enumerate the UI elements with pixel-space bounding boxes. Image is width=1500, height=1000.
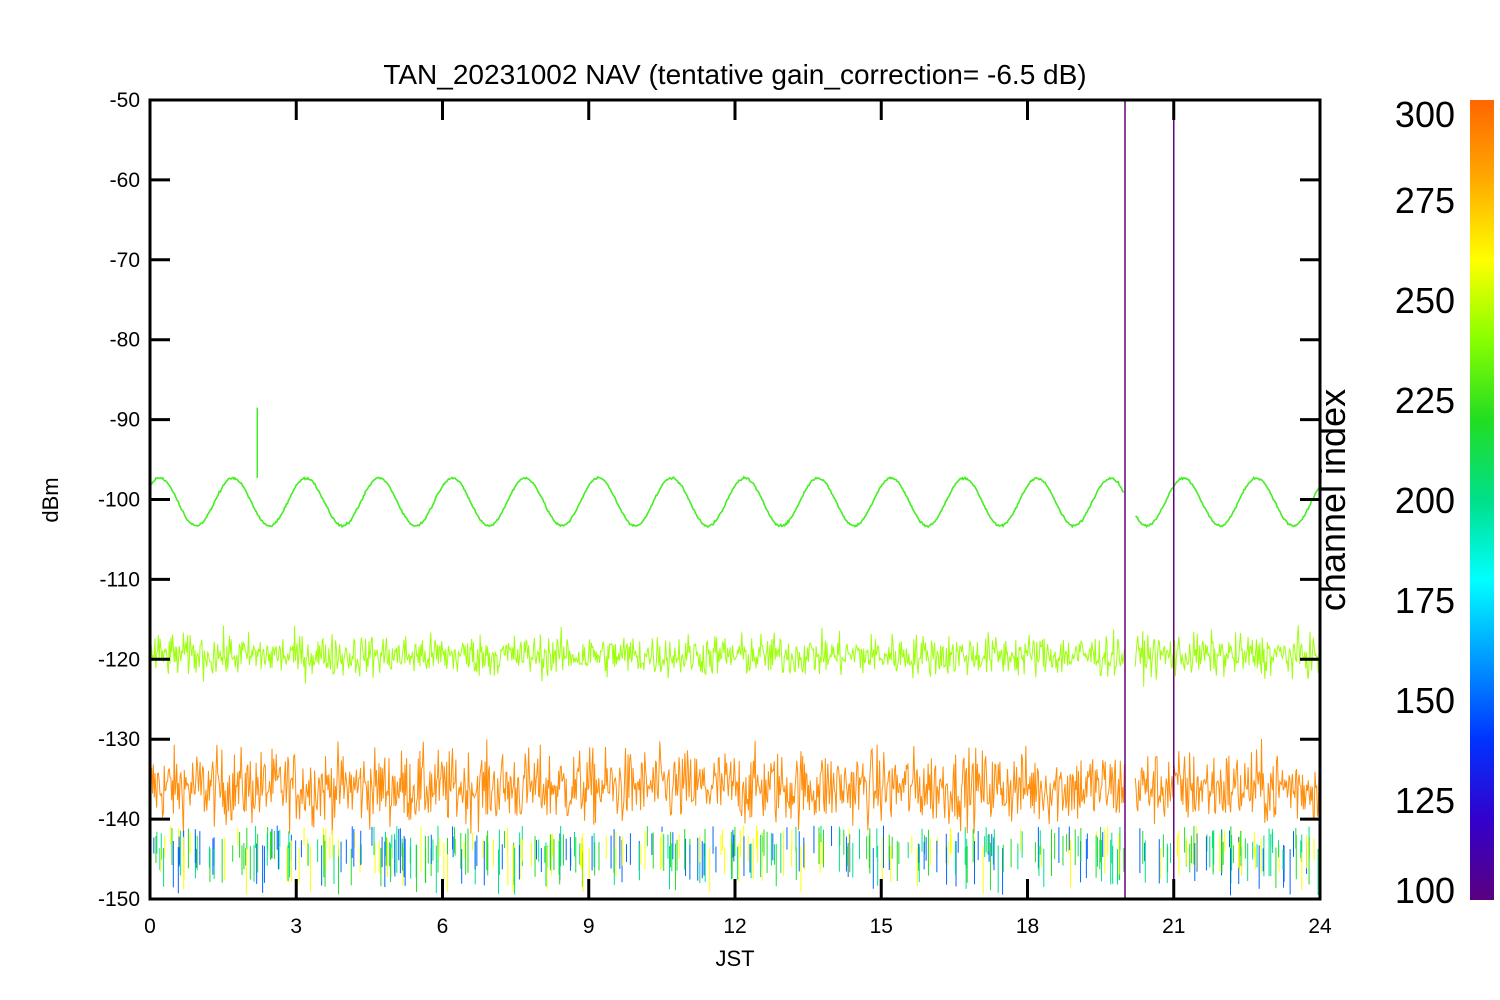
y-tick-label: -120 <box>98 648 140 671</box>
colorbar-tick-label: 175 <box>1395 580 1455 621</box>
y-tick-label: -60 <box>110 169 140 192</box>
colorbar-tick-label: 225 <box>1395 380 1455 421</box>
y-tick-label: -140 <box>98 808 140 831</box>
x-axis-label: JST <box>715 946 754 971</box>
x-tick-label: 15 <box>870 915 893 938</box>
y-tick-label: -80 <box>110 329 140 352</box>
chart-title: TAN_20231002 NAV (tentative gain_correct… <box>383 59 1086 90</box>
y-tick-label: -110 <box>100 568 140 591</box>
x-tick-label: 24 <box>1308 915 1332 938</box>
y-tick-label: -130 <box>98 728 140 751</box>
y-tick-label: -50 <box>110 89 140 112</box>
y-axis: -50 -60 -70 -80 -90 -100 -110 -120 -130 -140 -150 <box>98 89 1320 911</box>
colorbar-tick-label: 125 <box>1395 780 1455 821</box>
colorbar-tick-label: 300 <box>1395 94 1455 135</box>
colorbar-tick-label: 275 <box>1395 180 1455 221</box>
colorbar-tick-label: 200 <box>1395 480 1455 521</box>
plot-data <box>151 100 1320 899</box>
y-tick-label: -70 <box>110 249 140 272</box>
x-tick-label: 0 <box>144 915 156 938</box>
x-tick-label: 3 <box>290 915 302 938</box>
colorbar-tick-label: 150 <box>1395 680 1455 721</box>
series-line-ch255 <box>151 624 1320 687</box>
y-axis-label: dBm <box>38 477 63 522</box>
y-tick-label: -150 <box>98 888 140 911</box>
colorbar-ticks: 100 125 150 175 200 225 250 275 300 <box>1395 94 1455 911</box>
series-line-ch290 <box>151 738 1320 836</box>
y-tick-label: -90 <box>110 409 140 432</box>
x-tick-label: 6 <box>437 915 449 938</box>
colorbar-label: channel index <box>1312 389 1353 611</box>
y-tick-label: -100 <box>98 489 140 512</box>
x-axis: 0 3 6 9 12 15 18 21 24 <box>144 100 1332 938</box>
colorbar-tick-label: 100 <box>1395 870 1455 911</box>
x-tick-label: 18 <box>1016 915 1039 938</box>
colorbar-tick-label: 250 <box>1395 280 1455 321</box>
x-tick-label: 21 <box>1162 915 1185 938</box>
colorbar <box>1470 100 1494 900</box>
x-tick-label: 12 <box>723 915 746 938</box>
series-line-ch240 <box>151 475 1320 529</box>
x-tick-label: 9 <box>583 915 595 938</box>
